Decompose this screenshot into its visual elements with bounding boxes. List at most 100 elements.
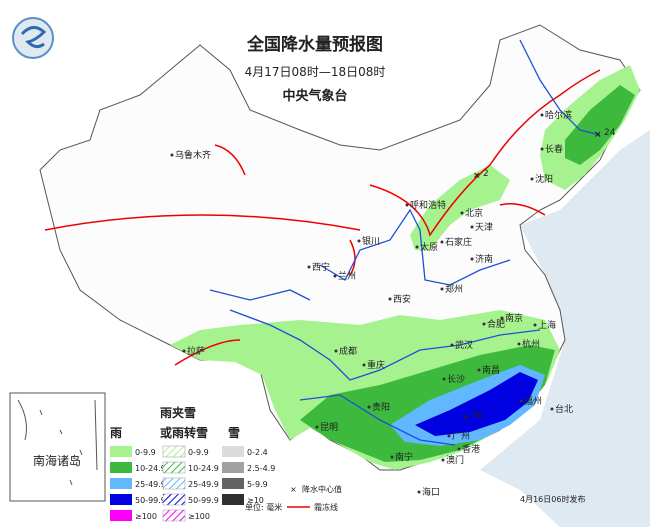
legend-swatch bbox=[110, 462, 132, 473]
city-dot bbox=[405, 203, 409, 207]
rain-storm bbox=[415, 372, 538, 436]
logo bbox=[12, 17, 54, 59]
city-label: 成都 bbox=[339, 345, 357, 357]
city-dot bbox=[334, 349, 338, 353]
city-label: 杭州 bbox=[522, 338, 540, 350]
city-dot bbox=[517, 342, 521, 346]
city-dot bbox=[457, 447, 461, 451]
legend-label: 0-9.9 bbox=[135, 448, 156, 457]
city-dot bbox=[170, 153, 174, 157]
legend-label: 5-9.9 bbox=[247, 480, 268, 489]
legend-label: 0-2.4 bbox=[247, 448, 268, 457]
city-dot bbox=[533, 323, 537, 327]
city-dot bbox=[417, 490, 421, 494]
city-dot bbox=[470, 257, 474, 261]
city-label: 广州 bbox=[452, 430, 470, 442]
city-dot bbox=[415, 245, 419, 249]
city-label: 香港 bbox=[462, 443, 480, 455]
unit: 单位: 毫米 bbox=[245, 502, 282, 512]
city-dot bbox=[440, 240, 444, 244]
city-label: 太原 bbox=[420, 241, 438, 253]
sea bbox=[480, 130, 650, 527]
frost-label: 霜冻线 bbox=[314, 502, 338, 512]
city-label: 济南 bbox=[475, 253, 493, 265]
legend-label: 25-49.9 bbox=[135, 480, 166, 489]
city-label: 西安 bbox=[393, 293, 411, 305]
city-label: 郑州 bbox=[445, 283, 463, 295]
legend-swatch bbox=[162, 477, 186, 490]
inset-label: 南海诸岛 bbox=[33, 453, 81, 468]
city-label: 呼和浩特 bbox=[410, 199, 446, 211]
city-label: 昆明 bbox=[320, 422, 338, 433]
legend-header: 或雨转雪 bbox=[160, 425, 208, 440]
city-label: 南宁 bbox=[395, 451, 413, 463]
inset-islands bbox=[17, 399, 98, 486]
title: 全国降水量预报图 bbox=[246, 34, 383, 55]
city-label: 沈阳 bbox=[535, 173, 553, 185]
city-dot bbox=[367, 405, 371, 409]
city-dot bbox=[390, 455, 394, 459]
city-dot bbox=[447, 434, 451, 438]
frost-lines bbox=[44, 69, 601, 366]
city-dot bbox=[550, 407, 554, 411]
city-label: 乌鲁木齐 bbox=[175, 149, 211, 161]
max-value: 2 bbox=[483, 169, 489, 179]
max-value: 80 bbox=[472, 411, 484, 421]
legend-label: 50-99.9 bbox=[188, 496, 219, 505]
city-label: 长春 bbox=[545, 143, 563, 155]
city-dot bbox=[307, 265, 311, 269]
max-value: 24 bbox=[604, 128, 616, 138]
legend-label: ≥100 bbox=[188, 512, 210, 521]
legend-label: 10-24.9 bbox=[135, 464, 166, 473]
city-dot bbox=[333, 274, 337, 278]
legend-label: 50-99.9 bbox=[135, 496, 166, 505]
city-dot bbox=[530, 177, 534, 181]
legend-label: 0-9.9 bbox=[188, 448, 209, 457]
max-cross: × bbox=[594, 130, 602, 140]
period: 4月17日08时—18日08时 bbox=[245, 65, 386, 79]
legend-label: 25-49.9 bbox=[188, 480, 219, 489]
city-dot bbox=[477, 368, 481, 372]
city-dot bbox=[388, 297, 392, 301]
city-label: 北京 bbox=[465, 207, 483, 219]
legend-swatch bbox=[222, 478, 244, 489]
max-cross: × bbox=[462, 413, 470, 423]
cross: × bbox=[290, 485, 297, 494]
legend-swatch bbox=[162, 509, 186, 522]
city-label: 石家庄 bbox=[445, 236, 472, 248]
legend-label: ≥100 bbox=[135, 512, 157, 521]
legend-swatch bbox=[222, 494, 244, 505]
inset-box bbox=[9, 392, 106, 502]
city-dot bbox=[540, 113, 544, 117]
city-label: 天津 bbox=[475, 222, 493, 233]
city-label: 重庆 bbox=[367, 359, 385, 371]
legend-swatch bbox=[110, 494, 132, 505]
city-label: 贵阳 bbox=[372, 401, 390, 413]
city-dot bbox=[362, 363, 366, 367]
city-dot bbox=[470, 225, 474, 229]
legend-swatch bbox=[162, 461, 186, 474]
legend-swatch bbox=[222, 446, 244, 457]
city-label: 银川 bbox=[362, 235, 380, 247]
legend-label: 2.5-4.9 bbox=[247, 464, 275, 473]
city-dot bbox=[441, 458, 445, 462]
city-label: 福州 bbox=[524, 395, 542, 407]
city-label: 合肥 bbox=[487, 318, 505, 330]
city-label: 武汉 bbox=[455, 339, 473, 351]
rivers bbox=[209, 39, 601, 446]
city-dot bbox=[482, 322, 486, 326]
city-label: 西宁 bbox=[312, 261, 330, 273]
issuer: 中央气象台 bbox=[282, 88, 347, 104]
city-dot bbox=[315, 425, 319, 429]
city-label: 南京 bbox=[505, 312, 523, 324]
city-dot bbox=[442, 377, 446, 381]
city-label: 长沙 bbox=[447, 373, 465, 385]
city-dot bbox=[500, 316, 504, 320]
city-dot bbox=[450, 343, 454, 347]
city-dot bbox=[519, 399, 523, 403]
city-dot bbox=[460, 211, 464, 215]
legend-swatch bbox=[110, 478, 132, 489]
legend-label: 10-24.9 bbox=[188, 464, 219, 473]
city-label: 拉萨 bbox=[187, 345, 205, 357]
